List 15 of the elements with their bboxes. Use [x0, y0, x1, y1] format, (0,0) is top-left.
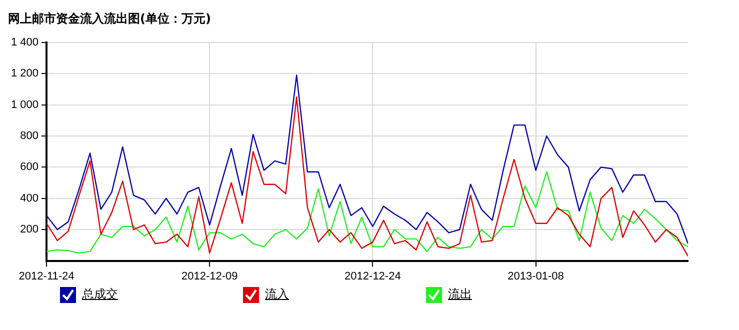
y-tick-label: 1 200 [10, 68, 39, 80]
legend-label: 总成交 [82, 286, 118, 303]
y-tick-label: 200 [20, 224, 39, 236]
chart-title: 网上邮市资金流入流出图(单位：万元) [8, 11, 211, 26]
x-tick-label: 2012-12-09 [181, 270, 238, 282]
x-tick-label: 2012-12-24 [344, 270, 401, 282]
x-tick-label: 2012-11-24 [18, 270, 74, 282]
y-tick-label: 1 400 [10, 36, 39, 48]
y-tick-label: 800 [20, 130, 39, 142]
y-tick-label: 400 [20, 192, 39, 204]
x-tick-label: 2013-01-08 [508, 270, 564, 282]
legend-label: 流入 [265, 286, 289, 303]
legend-label: 流出 [448, 286, 472, 303]
y-tick-label: 1 000 [10, 98, 39, 111]
y-tick-label: 600 [20, 161, 39, 174]
